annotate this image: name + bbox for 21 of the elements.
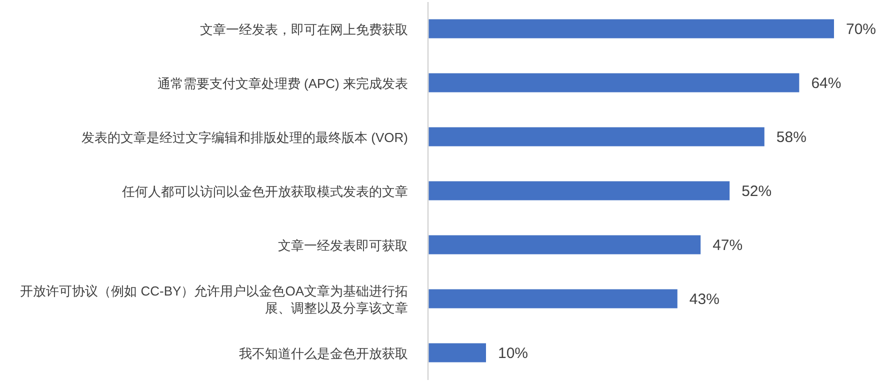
y-tick-label: 开放许可协议（例如 CC-BY）允许用户以金色OA文章为基础进行拓展、调整以及分享该文章 [20, 284, 408, 316]
data-label: 47% [712, 237, 743, 254]
y-tick-label: 通常需要支付文章处理费 (APC) 来完成发表 [157, 76, 408, 91]
data-label: 70% [846, 21, 876, 38]
y-tick-label: 发表的文章是经过文字编辑和排版处理的最终版本 (VOR) [82, 130, 408, 145]
data-label: 10% [498, 345, 528, 362]
bar [428, 343, 486, 362]
bar [428, 289, 678, 308]
bar [428, 73, 800, 92]
y-tick-label: 文章一经发表即可获取 [278, 238, 408, 253]
data-label: 64% [811, 75, 842, 92]
y-tick-label: 任何人都可以访问以金色开放获取模式发表的文章 [121, 184, 408, 199]
y-tick-label: 文章一经发表，即可在网上免费获取 [200, 22, 408, 37]
data-label: 58% [776, 129, 806, 146]
y-tick-label: 我不知道什么是金色开放获取 [239, 346, 408, 361]
bar [428, 235, 701, 254]
bar [428, 127, 764, 146]
data-label: 52% [742, 183, 772, 200]
data-label: 43% [689, 291, 720, 308]
bar [428, 181, 730, 200]
bar [428, 19, 834, 38]
